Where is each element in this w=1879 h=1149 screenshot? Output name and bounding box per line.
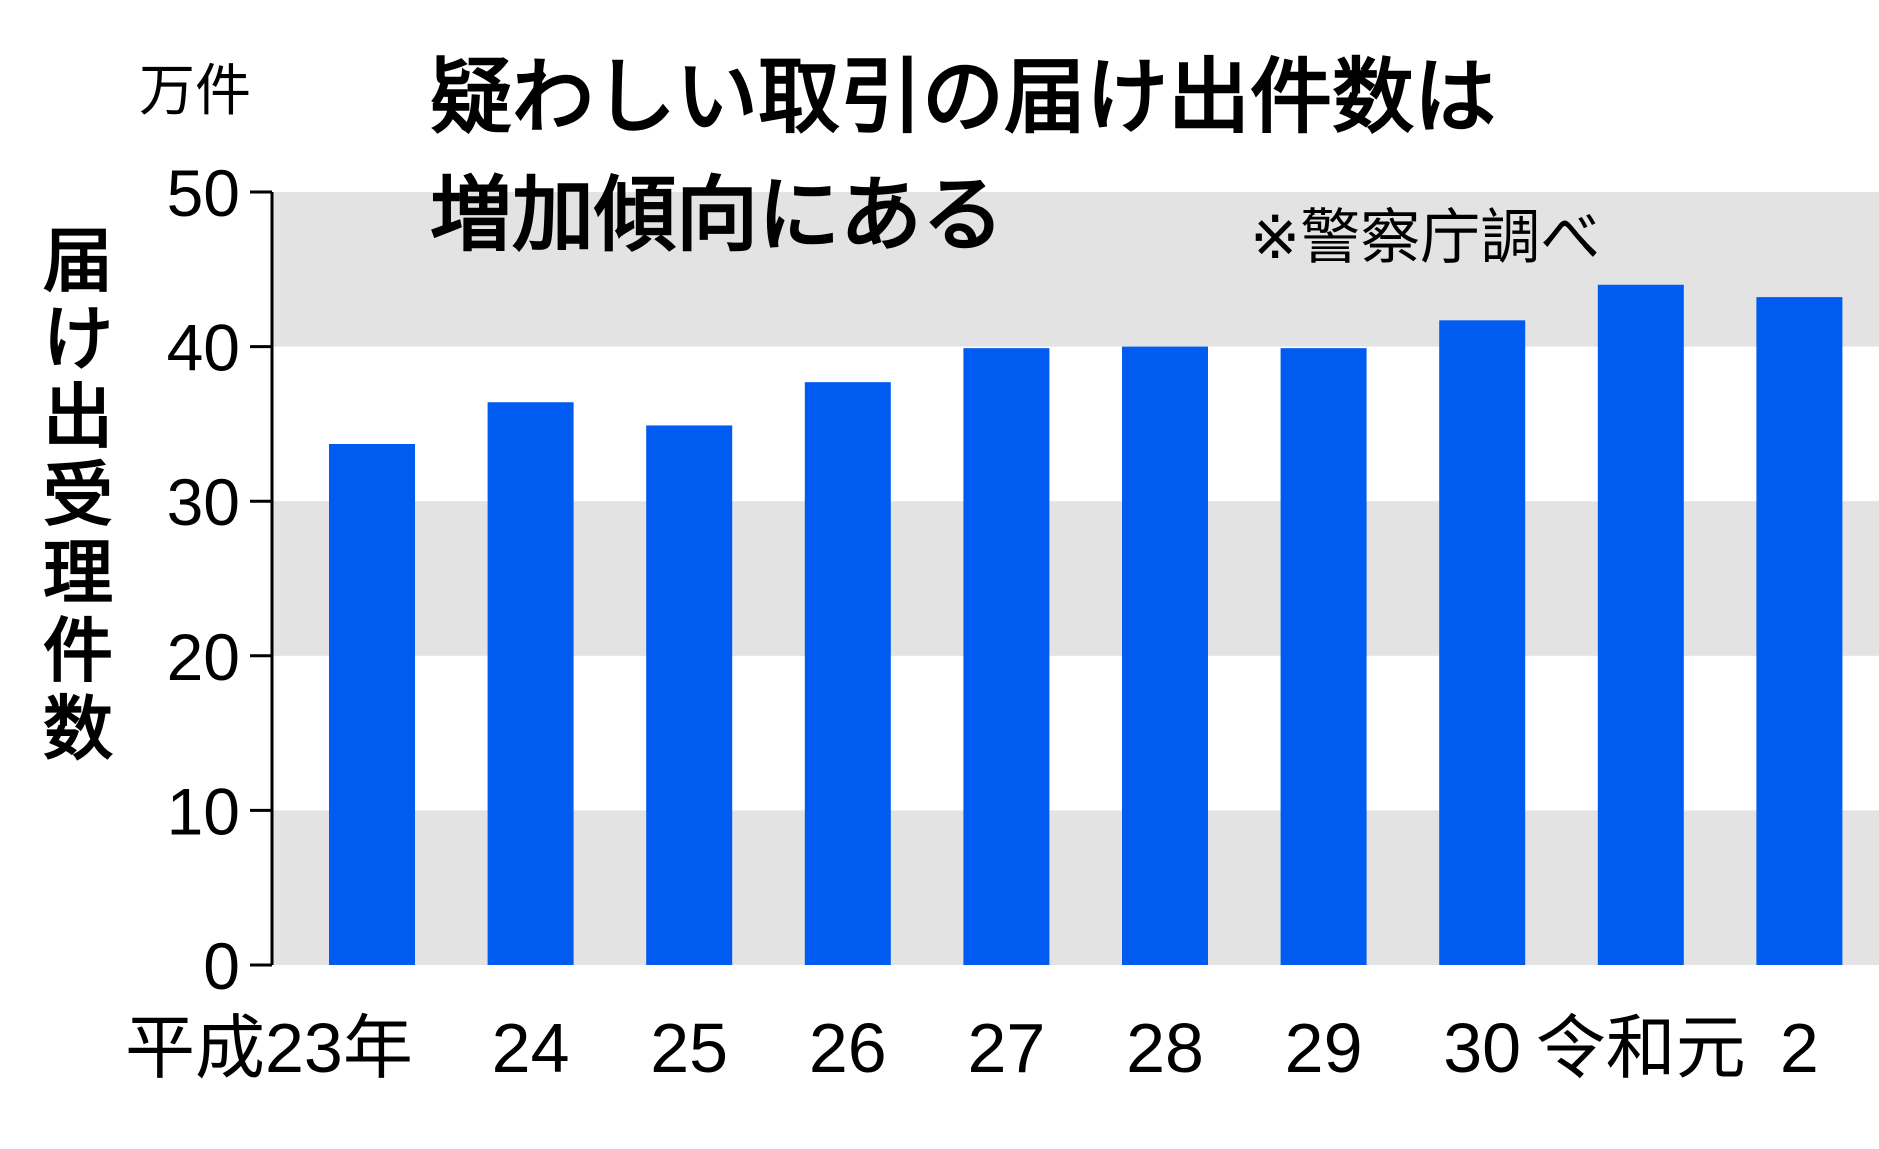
y-axis-label-char: 届 [43,220,113,302]
y-axis-label-char: 受 [43,454,113,536]
bar [646,425,733,965]
bar [329,443,415,965]
y-axis-label-char: 理 [43,532,113,614]
chart-title-line-2: 増加傾向にある [430,168,1004,263]
x-category-label: 27 [967,1009,1045,1087]
y-tick-label: 10 [167,774,240,848]
source-note: ※警察庁調べ [1250,203,1600,273]
x-category-label: 24 [492,1009,570,1087]
x-category-label: 令和元 [1536,1009,1746,1087]
chart-title-line-1: 疑わしい取引の届け出件数は [430,50,1496,145]
bar [1439,320,1526,965]
bar [1756,297,1843,965]
bar [1122,346,1208,966]
unit-label: 万件 [139,59,251,124]
y-tick-label: 30 [167,465,240,539]
bar [804,382,891,966]
x-category-label: 2 [1780,1009,1819,1087]
x-category-label: 26 [809,1009,887,1087]
y-tick-labels: 0 10 20 30 40 50 [167,156,240,1003]
y-axis [250,190,274,967]
y-axis-label-char: 数 [43,688,113,770]
bar [1597,284,1684,965]
bar [963,348,1050,965]
y-tick-label: 50 [167,156,240,230]
y-axis-label-char: け [43,298,113,380]
x-category-label: 30 [1443,1009,1521,1087]
x-category-labels: 平成23年 24 25 26 27 28 29 30 令和元 2 [125,1009,1819,1087]
x-category-label: 平成23年 [125,1009,413,1087]
x-category-label: 28 [1126,1009,1204,1087]
x-category-label: 25 [650,1009,728,1087]
bar [487,402,574,966]
bars [329,284,1843,966]
y-axis-label-char: 出 [43,376,113,458]
y-tick-label: 20 [167,620,240,694]
y-tick-label: 0 [203,929,240,1003]
y-axis-label-char: 件 [43,610,113,692]
y-tick-label: 40 [167,311,240,385]
bar [1280,348,1367,965]
x-category-label: 29 [1285,1009,1363,1087]
